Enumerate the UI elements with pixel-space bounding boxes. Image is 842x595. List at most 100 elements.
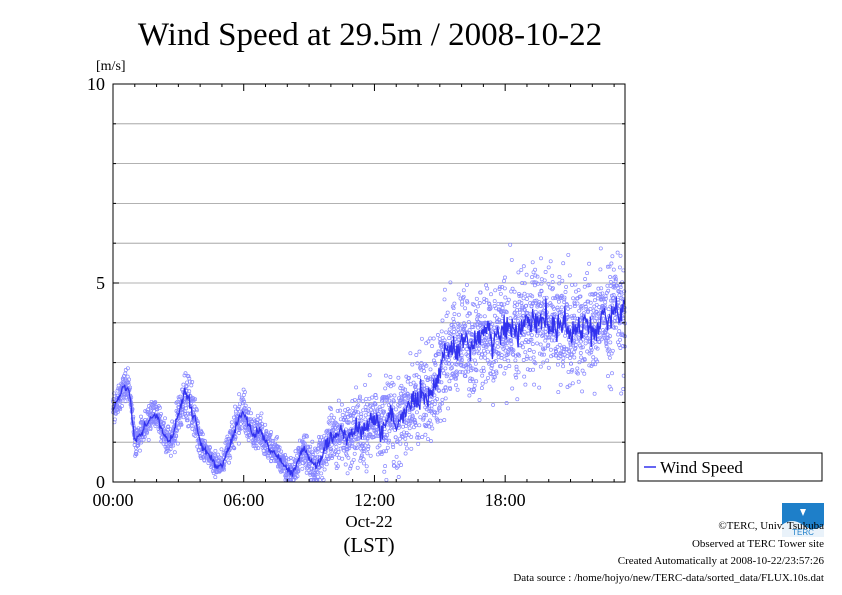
data-point: [513, 358, 518, 363]
data-point: [530, 260, 535, 265]
data-point: [253, 446, 258, 451]
data-point: [347, 408, 352, 413]
data-point: [183, 371, 188, 376]
data-point: [544, 295, 549, 300]
data-point: [505, 300, 510, 305]
data-point: [603, 300, 608, 305]
data-point: [155, 407, 160, 412]
data-point: [594, 316, 599, 321]
logo-text: TERC: [792, 528, 814, 537]
data-point: [446, 357, 451, 362]
data-point: [187, 389, 192, 394]
data-point: [319, 435, 324, 440]
data-point: [610, 254, 615, 259]
data-point: [354, 409, 358, 414]
data-source-path: Data source : /home/hojyo/new/TERC-data/…: [513, 572, 824, 584]
data-point: [491, 374, 496, 379]
data-point: [202, 439, 207, 443]
data-point: [333, 425, 338, 430]
data-point: [370, 395, 375, 400]
data-point: [562, 295, 567, 300]
data-point: [467, 311, 472, 316]
data-point: [363, 436, 368, 441]
data-point: [548, 259, 553, 264]
data-point: [383, 386, 388, 391]
data-point: [485, 358, 490, 363]
data-point: [608, 334, 612, 339]
data-point: [533, 267, 538, 272]
data-point: [551, 306, 556, 311]
data-point: [488, 360, 493, 365]
data-point: [598, 291, 603, 296]
data-point: [390, 442, 395, 447]
data-point: [362, 432, 367, 437]
data-point: [575, 366, 580, 371]
data-point: [578, 294, 583, 299]
data-point: [123, 368, 128, 372]
data-point: [554, 353, 559, 358]
data-point: [569, 361, 574, 366]
data-point: [163, 416, 167, 421]
data-point: [472, 302, 477, 307]
data-point: [526, 331, 531, 336]
y-tick-label: 0: [96, 472, 105, 492]
data-point: [489, 366, 494, 370]
data-point: [181, 382, 186, 387]
data-point: [407, 376, 412, 380]
data-point: [355, 465, 360, 470]
data-point: [596, 311, 601, 316]
data-point: [395, 439, 400, 444]
data-point: [477, 398, 482, 402]
data-point: [462, 330, 467, 335]
data-point: [371, 405, 376, 410]
data-point: [387, 438, 392, 443]
data-point: [327, 421, 332, 426]
data-point: [519, 341, 524, 346]
data-point: [573, 282, 578, 287]
legend-label: Wind Speed: [660, 458, 743, 477]
data-point: [188, 393, 192, 398]
data-point: [563, 290, 568, 294]
legend-box: [637, 452, 823, 482]
data-point: [152, 409, 156, 413]
data-point: [610, 371, 614, 376]
data-point: [468, 376, 473, 381]
data-point: [327, 415, 332, 420]
data-point: [199, 455, 203, 460]
data-point: [621, 387, 626, 392]
data-point: [384, 477, 389, 482]
data-point: [302, 441, 307, 446]
data-point: [461, 288, 466, 293]
data-point: [114, 411, 118, 416]
terc-logo: TERC: [782, 503, 824, 537]
data-point: [588, 307, 593, 311]
data-point: [233, 435, 238, 440]
data-point: [593, 362, 598, 367]
data-point: [148, 412, 153, 417]
data-point: [485, 349, 490, 354]
data-point: [580, 345, 585, 350]
data-point: [436, 349, 441, 354]
data-point: [542, 295, 547, 300]
data-point: [583, 302, 588, 306]
data-point: [617, 329, 622, 334]
data-point: [179, 422, 183, 427]
data-point: [567, 273, 572, 278]
data-point: [420, 435, 425, 439]
grid-lines: [113, 123, 625, 443]
data-point: [464, 282, 469, 287]
data-point: [297, 438, 302, 443]
data-point: [612, 325, 617, 330]
data-point: [456, 328, 461, 332]
data-point: [521, 345, 525, 350]
data-point: [458, 369, 463, 374]
data-point: [236, 406, 241, 411]
data-point: [569, 352, 574, 357]
data-point: [460, 299, 465, 304]
data-point: [252, 441, 257, 446]
data-point: [329, 442, 334, 447]
data-point: [473, 367, 478, 372]
data-point: [608, 275, 613, 279]
data-point: [573, 343, 578, 347]
data-point: [508, 316, 513, 321]
